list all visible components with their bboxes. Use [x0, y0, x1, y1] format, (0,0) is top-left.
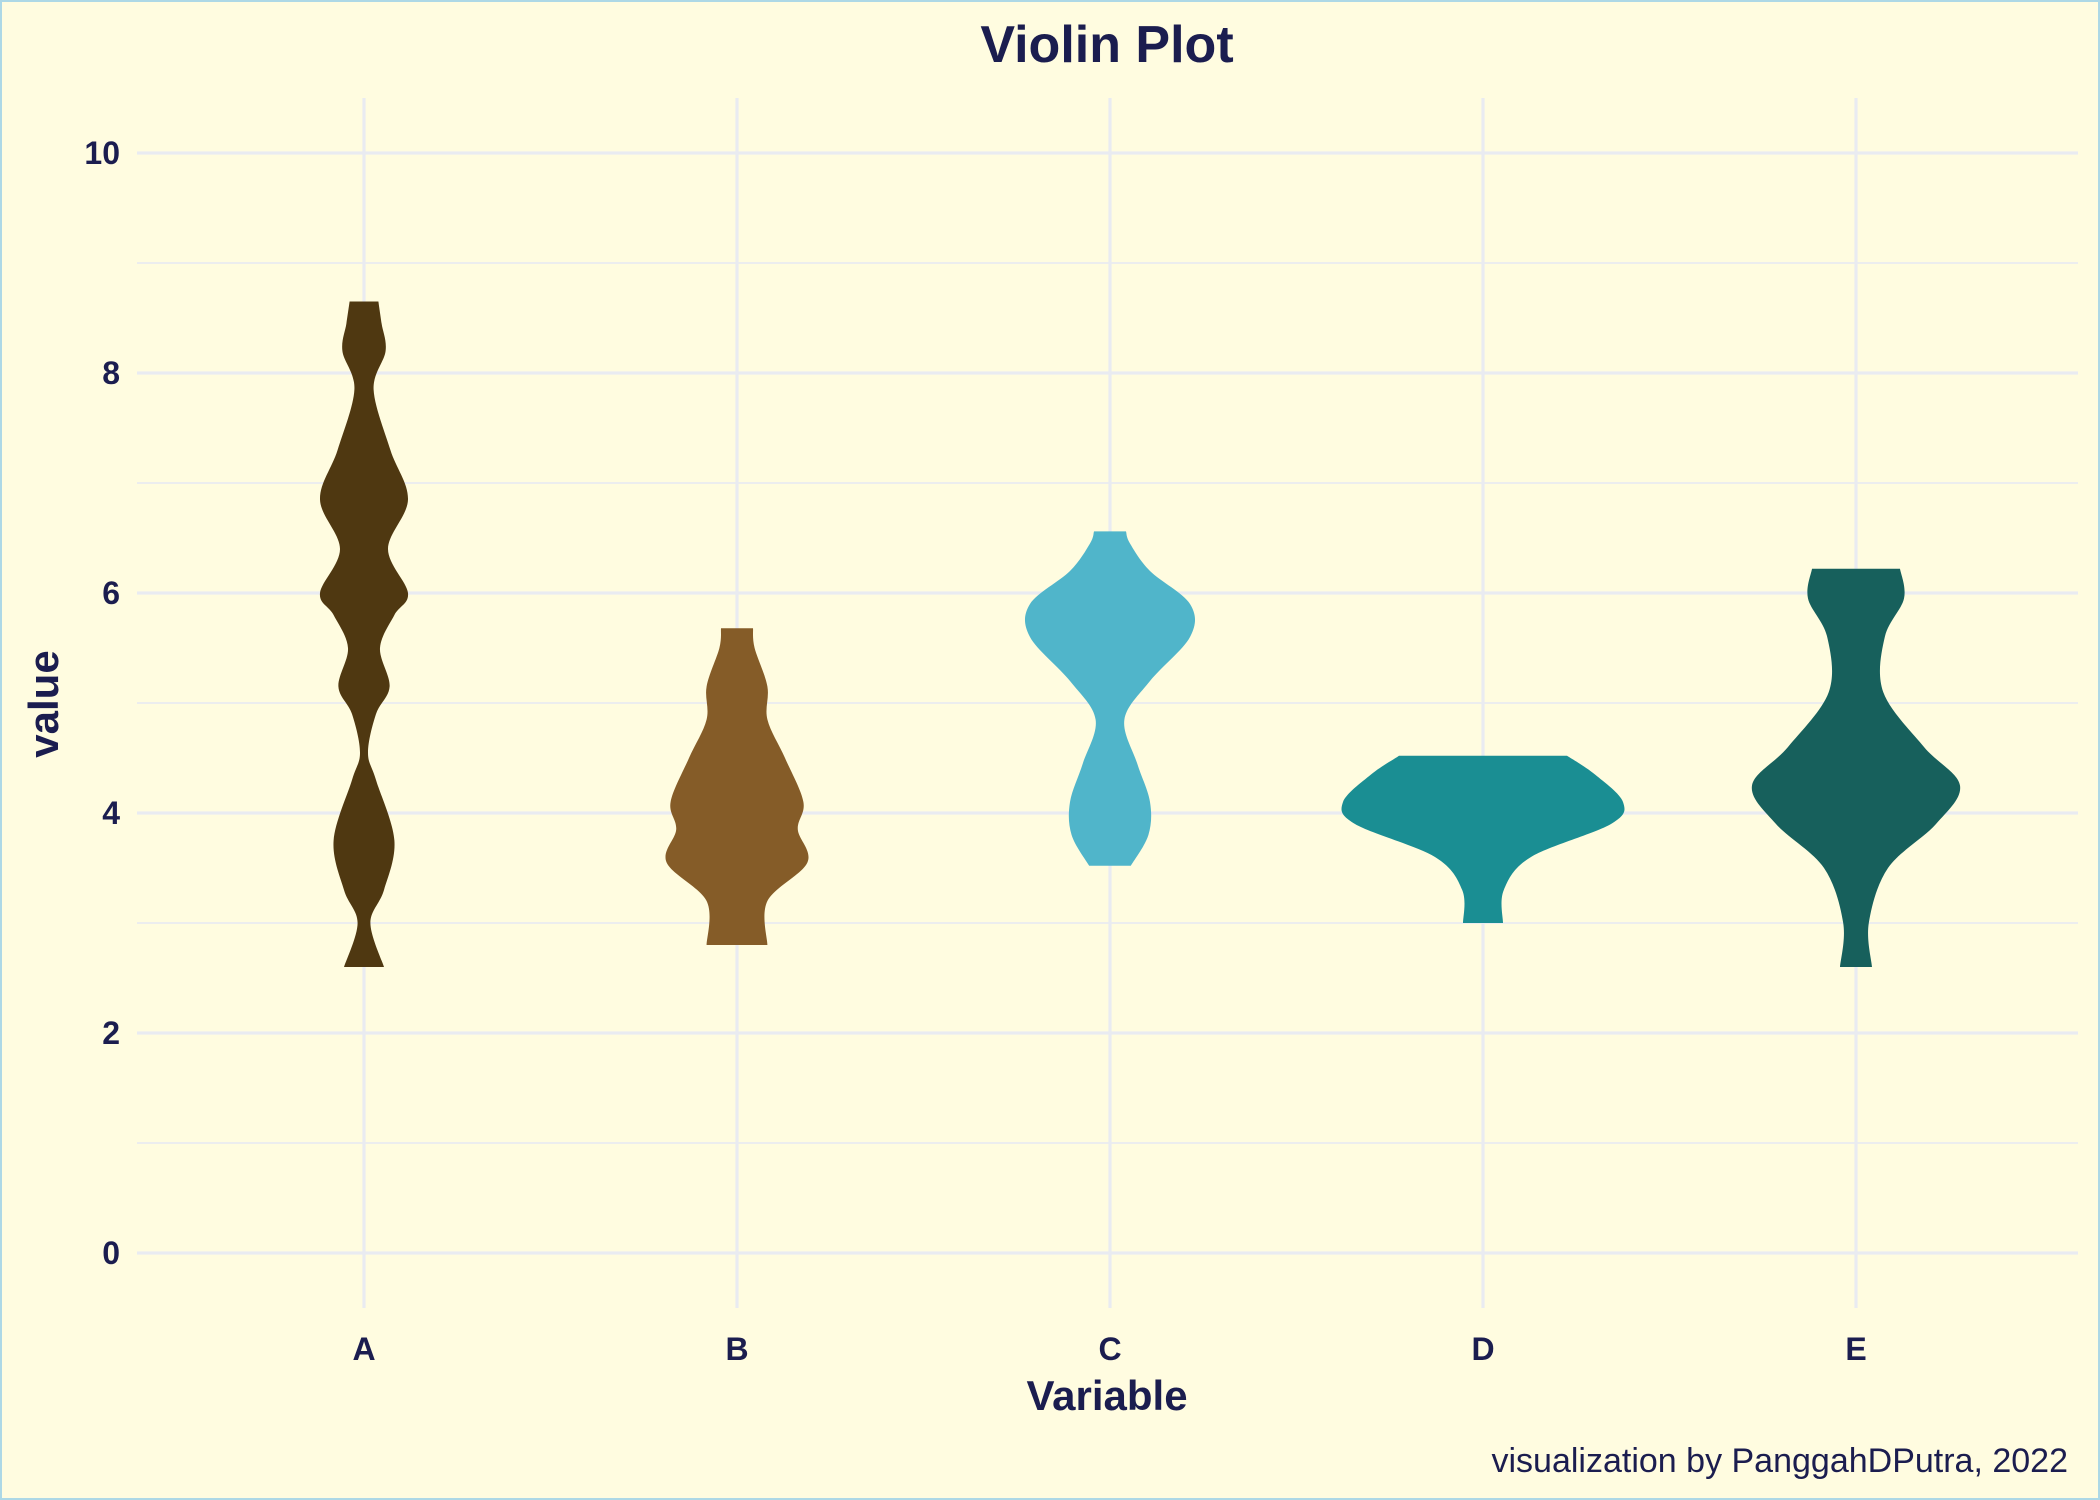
chart-title: Violin Plot	[980, 16, 1233, 74]
violin-a	[319, 301, 409, 967]
chart-caption: visualization by PanggahDPutra, 2022	[1492, 1442, 2069, 1480]
y-tick-label: 2	[102, 1015, 120, 1051]
y-tick-label: 6	[102, 575, 120, 611]
y-tick-label: 4	[102, 795, 120, 831]
violin-b	[665, 628, 809, 945]
x-axis-title: Variable	[1026, 1372, 1187, 1419]
x-tick-labels: A B C D E	[352, 1331, 1866, 1367]
y-axis-title: value	[20, 650, 67, 757]
x-tick-label: E	[1845, 1331, 1866, 1367]
x-tick-label: C	[1098, 1331, 1121, 1367]
violin-e	[1751, 568, 1961, 967]
y-tick-label: 0	[102, 1235, 120, 1271]
x-tick-label: A	[352, 1331, 375, 1367]
violin-d	[1341, 755, 1625, 923]
y-tick-labels: 0 2 4 6 8 10	[84, 135, 120, 1271]
x-tick-label: B	[725, 1331, 748, 1367]
violin-layer	[319, 301, 1961, 967]
y-tick-label: 10	[84, 135, 120, 171]
violin-c	[1024, 531, 1196, 866]
y-tick-label: 8	[102, 355, 120, 391]
x-tick-label: D	[1471, 1331, 1494, 1367]
